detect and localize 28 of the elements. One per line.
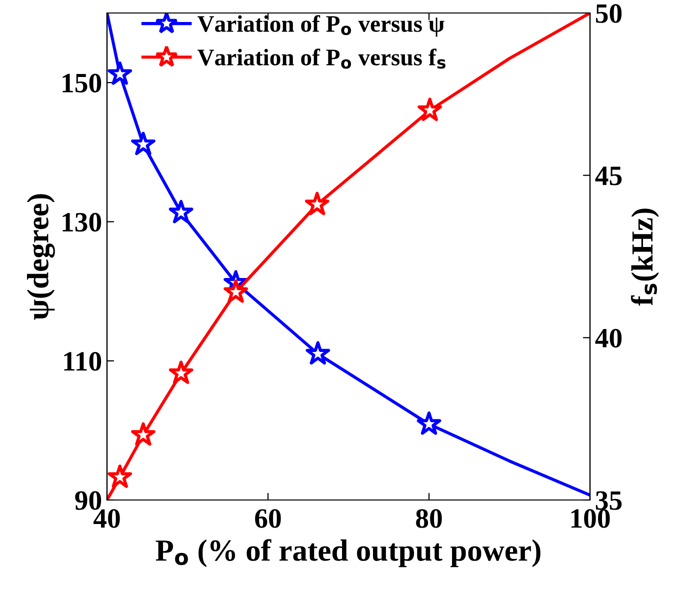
point [108, 464, 132, 488]
point [224, 279, 248, 303]
x-tick-label: 80 [416, 509, 442, 528]
x-tick-label: 60 [255, 509, 281, 528]
y-axis-title: ψ(degree) [26, 194, 55, 320]
y-tick-label: 150 [62, 74, 102, 92]
point [168, 200, 194, 224]
legend-label: Variation of P$_{o}$ versus ψ [198, 15, 444, 37]
y2-tick-label: 40 [595, 328, 622, 348]
y2-tick-label: 35 [596, 491, 622, 510]
point [131, 132, 156, 156]
y-tick-label: 90 [75, 491, 102, 510]
point [168, 360, 194, 384]
y-tick-label: 130 [62, 212, 102, 232]
point [306, 341, 330, 364]
x-tick-label: 40 [93, 509, 120, 528]
point [304, 192, 330, 216]
point [416, 411, 442, 435]
y2-tick-label: 50 [596, 4, 622, 23]
y2-tick-label: 45 [595, 166, 622, 186]
y2-axis-title: f$_{s}$(kHz) [630, 208, 659, 306]
point [108, 61, 132, 85]
x-axis-title: P$_{o}$ (% of rated output power) [156, 539, 540, 568]
x-tick-label: 100 [571, 509, 610, 528]
point [131, 422, 156, 446]
point [418, 98, 442, 121]
legend-label: Variation of P$_{o}$ versus f$_{s}$ [198, 48, 446, 69]
y-tick-label: 110 [64, 352, 102, 371]
